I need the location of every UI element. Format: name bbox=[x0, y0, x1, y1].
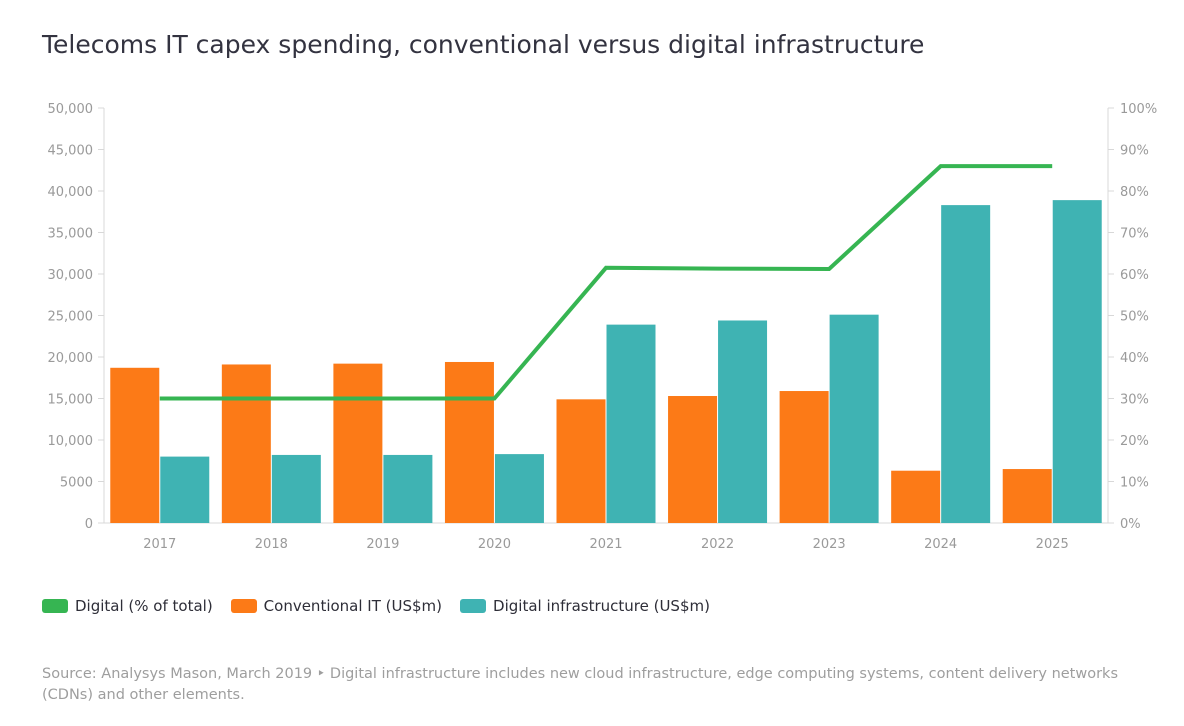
x-tick-label: 2025 bbox=[1036, 537, 1069, 552]
bar-conventional-2019 bbox=[333, 363, 383, 523]
bar-conventional-2018 bbox=[221, 364, 271, 523]
bar-digital-infra-2024 bbox=[941, 205, 991, 524]
x-tick-label: 2019 bbox=[366, 537, 399, 552]
x-tick-label: 2021 bbox=[589, 537, 622, 552]
legend-item-digital-infra[interactable]: Digital infrastructure (US$m) bbox=[460, 597, 710, 615]
digital-pct-line-group bbox=[159, 164, 1053, 401]
left-tick-label: 20,000 bbox=[48, 351, 94, 366]
right-tick-label: 0% bbox=[1120, 517, 1141, 532]
x-tick-label: 2018 bbox=[255, 537, 288, 552]
right-tick-label: 20% bbox=[1120, 434, 1149, 449]
legend-swatch-digital-infra bbox=[460, 599, 487, 613]
left-tick-label: 0 bbox=[85, 517, 93, 532]
left-tick-label: 15,000 bbox=[48, 393, 94, 408]
legend-swatch-digital-pct bbox=[42, 599, 68, 613]
bars-group bbox=[110, 200, 1102, 524]
left-tick-label: 35,000 bbox=[48, 227, 94, 242]
x-tick-label: 2022 bbox=[701, 537, 734, 552]
bar-conventional-2017 bbox=[110, 367, 160, 523]
legend: Digital (% of total) Conventional IT (US… bbox=[42, 597, 710, 615]
bar-conventional-2024 bbox=[891, 470, 941, 523]
bar-conventional-2022 bbox=[668, 396, 718, 523]
x-tick-label: 2023 bbox=[813, 537, 846, 552]
right-tick-label: 80% bbox=[1120, 185, 1149, 200]
bar-digital-infra-2021 bbox=[606, 324, 656, 523]
left-tick-label: 30,000 bbox=[48, 268, 94, 283]
right-axis-ticks: 0% 10% 20% 30% 40% 50% 60% 70% 80% 90% 100% bbox=[1108, 102, 1157, 532]
x-tick-label: 2020 bbox=[478, 537, 511, 552]
right-tick-label: 60% bbox=[1120, 268, 1149, 283]
left-tick-label: 5000 bbox=[60, 476, 93, 491]
legend-label-digital-infra: Digital infrastructure (US$m) bbox=[493, 597, 710, 615]
right-tick-label: 90% bbox=[1120, 144, 1149, 159]
bar-digital-infra-2023 bbox=[829, 314, 879, 523]
source-note: Source: Analysys Mason, March 2019 ‣ Dig… bbox=[42, 666, 1119, 703]
bar-digital-infra-2018 bbox=[271, 454, 321, 523]
left-tick-label: 50,000 bbox=[48, 102, 94, 117]
bar-conventional-2021 bbox=[556, 399, 606, 523]
x-axis-ticks: 2017 2018 2019 2020 2021 2022 2023 2024 2025 bbox=[143, 537, 1069, 552]
legend-swatch-conventional bbox=[230, 599, 257, 613]
legend-label-conventional: Conventional IT (US$m) bbox=[263, 597, 443, 615]
bar-conventional-2025 bbox=[1002, 469, 1052, 523]
bar-digital-infra-2019 bbox=[383, 454, 433, 523]
right-tick-label: 100% bbox=[1120, 102, 1157, 117]
bar-conventional-2023 bbox=[779, 391, 829, 523]
right-tick-label: 50% bbox=[1120, 310, 1149, 325]
legend-label-digital-pct: Digital (% of total) bbox=[75, 597, 213, 615]
right-tick-label: 40% bbox=[1120, 351, 1149, 366]
legend-item-digital-pct[interactable]: Digital (% of total) bbox=[42, 597, 213, 615]
bar-digital-infra-2025 bbox=[1052, 200, 1102, 523]
x-tick-label: 2024 bbox=[924, 537, 957, 552]
chart-svg: 0 5000 10,000 15,000 20,000 25,000 30,000 35,00… bbox=[48, 102, 1158, 552]
bar-digital-infra-2020 bbox=[494, 454, 544, 523]
right-tick-label: 10% bbox=[1120, 476, 1149, 491]
right-tick-label: 30% bbox=[1120, 393, 1149, 408]
left-tick-label: 10,000 bbox=[48, 434, 94, 449]
chart-title: Telecoms IT capex spending, conventional… bbox=[42, 30, 925, 59]
bar-digital-infra-2022 bbox=[718, 320, 768, 523]
left-axis-ticks: 0 5000 10,000 15,000 20,000 25,000 30,000 35,00… bbox=[48, 102, 104, 532]
legend-item-conventional[interactable]: Conventional IT (US$m) bbox=[230, 597, 443, 615]
left-tick-label: 25,000 bbox=[48, 310, 94, 325]
digital-pct-line bbox=[159, 164, 1053, 401]
left-tick-label: 40,000 bbox=[48, 185, 94, 200]
bar-conventional-2020 bbox=[444, 361, 494, 523]
right-tick-label: 70% bbox=[1120, 227, 1149, 242]
x-tick-label: 2017 bbox=[143, 537, 176, 552]
left-tick-label: 45,000 bbox=[48, 144, 94, 159]
bar-digital-infra-2017 bbox=[160, 456, 210, 523]
